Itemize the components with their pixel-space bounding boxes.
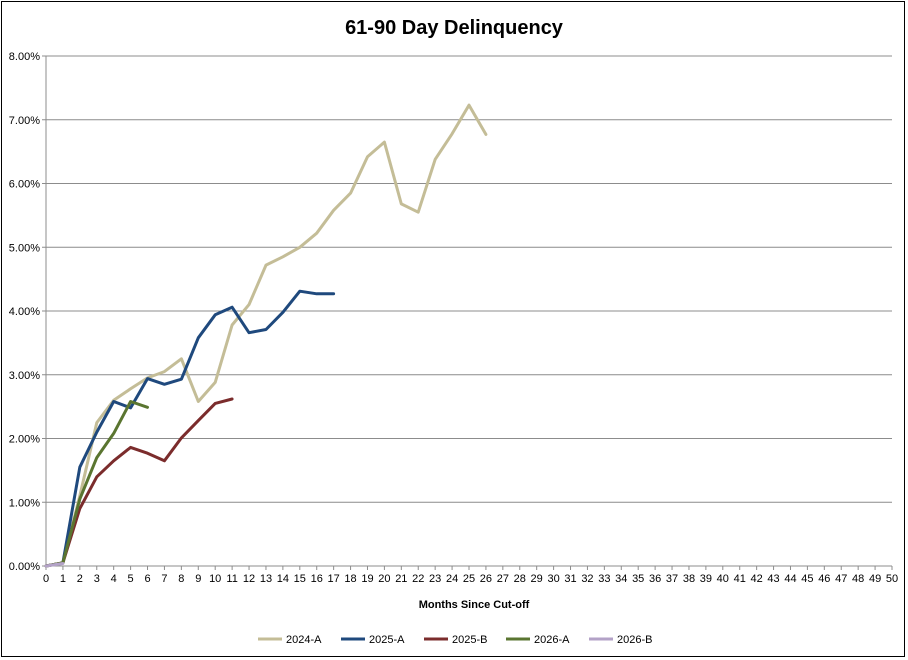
x-tick-label: 45 — [801, 573, 813, 585]
x-tick-label: 32 — [581, 573, 593, 585]
x-tick-label: 21 — [395, 573, 407, 585]
x-tick-label: 3 — [94, 573, 100, 585]
x-tick-label: 22 — [412, 573, 424, 585]
x-tick-label: 44 — [784, 573, 796, 585]
x-tick-label: 42 — [751, 573, 763, 585]
x-tick-label: 36 — [649, 573, 661, 585]
legend-label: 2024-A — [286, 634, 322, 646]
x-tick-label: 50 — [886, 573, 898, 585]
x-tick-label: 33 — [598, 573, 610, 585]
x-tick-label: 28 — [514, 573, 526, 585]
x-tick-label: 16 — [311, 573, 323, 585]
y-tick-label: 4.00% — [9, 306, 40, 318]
legend-item-2026-A: 2026-A — [506, 634, 570, 646]
y-tick-label: 0.00% — [9, 561, 40, 573]
legend-label: 2026-B — [617, 634, 652, 646]
x-tick-label: 49 — [869, 573, 881, 585]
x-tick-label: 31 — [564, 573, 576, 585]
x-tick-label: 8 — [178, 573, 184, 585]
x-tick-label: 40 — [717, 573, 729, 585]
x-tick-label: 39 — [700, 573, 712, 585]
x-tick-label: 12 — [243, 573, 255, 585]
y-tick-label: 8.00% — [9, 51, 40, 63]
x-tick-label: 15 — [294, 573, 306, 585]
x-tick-label: 11 — [226, 573, 237, 585]
x-axis-title: Months Since Cut-off — [419, 599, 530, 611]
y-tick-label: 3.00% — [9, 370, 40, 382]
y-axis-ticks: 0.00% 1.00% 2.00% 3.00% 4.00% 5.00% 6.00% 7.00%… — [9, 51, 46, 573]
x-tick-label: 48 — [852, 573, 864, 585]
x-tick-label: 5 — [128, 573, 134, 585]
chart-title: 61-90 Day Delinquency — [345, 17, 564, 39]
x-tick-label: 6 — [144, 573, 150, 585]
x-tick-label: 1 — [60, 573, 66, 585]
x-tick-label: 17 — [328, 573, 340, 585]
legend-label: 2025-B — [452, 634, 487, 646]
y-tick-label: 5.00% — [9, 242, 40, 254]
series-line-2025-B — [44, 397, 234, 568]
legend-item-2025-B: 2025-B — [424, 634, 487, 646]
x-tick-label: 41 — [734, 573, 746, 585]
x-tick-label: 46 — [818, 573, 830, 585]
y-tick-label: 1.00% — [9, 497, 40, 509]
x-tick-label: 37 — [666, 573, 678, 585]
legend-item-2026-B: 2026-B — [589, 634, 652, 646]
x-tick-label: 10 — [209, 573, 221, 585]
x-tick-label: 4 — [111, 573, 117, 585]
series-line-2026-B — [44, 562, 65, 568]
x-tick-label: 13 — [260, 573, 272, 585]
legend-item-2025-A: 2025-A — [341, 634, 405, 646]
x-tick-label: 26 — [480, 573, 492, 585]
x-axis-ticks: 0 1 2 3 4 5 6 7 8 9 10 11 12 13 14 15 16 17 18 19 20 21 22 23 24… — [43, 566, 898, 585]
x-tick-label: 2 — [77, 573, 83, 585]
y-tick-label: 7.00% — [9, 115, 40, 127]
x-tick-label: 23 — [429, 573, 441, 585]
x-tick-label: 20 — [378, 573, 390, 585]
x-tick-label: 19 — [361, 573, 373, 585]
legend-item-2024-A: 2024-A — [258, 634, 322, 646]
x-tick-label: 25 — [463, 573, 475, 585]
x-tick-label: 34 — [615, 573, 627, 585]
legend-label: 2026-A — [534, 634, 570, 646]
gridlines — [46, 55, 892, 503]
x-tick-label: 14 — [277, 573, 289, 585]
x-tick-label: 9 — [195, 573, 201, 585]
x-tick-label: 47 — [835, 573, 847, 585]
axes — [45, 56, 892, 567]
x-tick-label: 38 — [683, 573, 695, 585]
x-tick-label: 18 — [344, 573, 356, 585]
x-tick-label: 43 — [767, 573, 779, 585]
legend: 2024-A 2025-A 2025-B 2026-A 2026-B — [258, 634, 652, 646]
x-tick-label: 7 — [161, 573, 167, 585]
y-tick-label: 6.00% — [9, 179, 40, 191]
series-lines — [44, 103, 488, 568]
x-tick-label: 30 — [547, 573, 559, 585]
x-tick-label: 24 — [446, 573, 458, 585]
x-tick-label: 27 — [497, 573, 509, 585]
series-line-2025-A — [44, 289, 336, 568]
x-tick-label: 29 — [531, 573, 543, 585]
x-tick-label: 35 — [632, 573, 644, 585]
series-line-2024-A — [44, 103, 488, 568]
x-tick-label: 0 — [43, 573, 49, 585]
y-tick-label: 2.00% — [9, 434, 40, 446]
legend-label: 2025-A — [369, 634, 405, 646]
